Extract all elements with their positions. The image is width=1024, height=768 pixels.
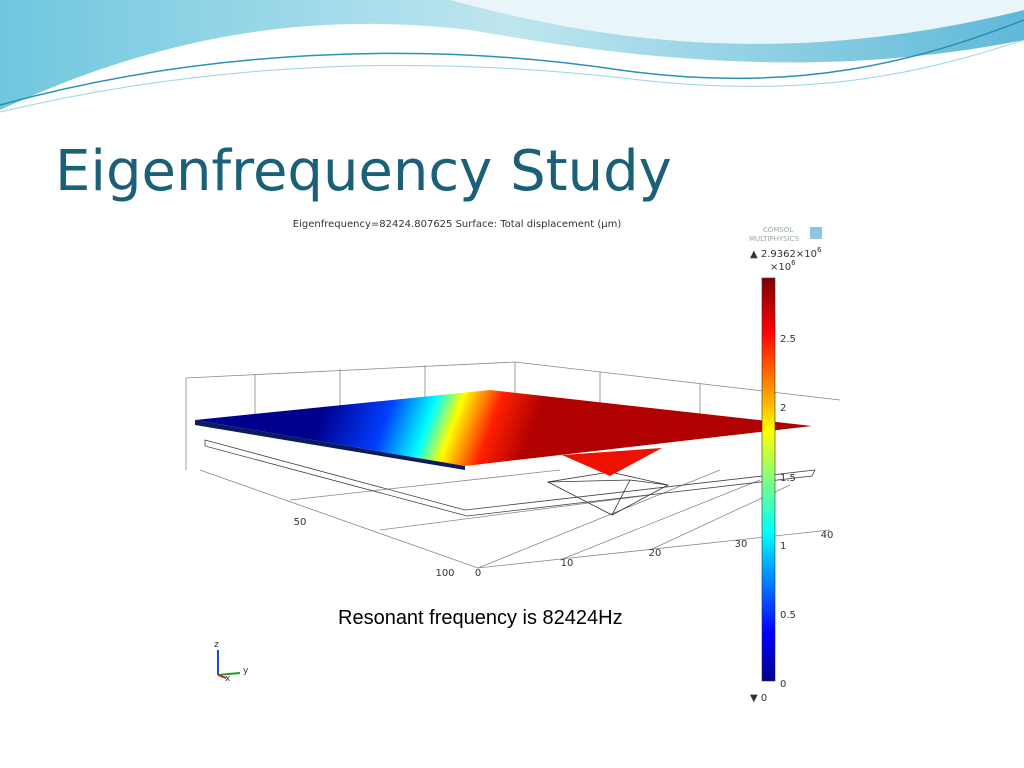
colorbar-tick: 2 xyxy=(780,403,786,414)
colorbar-scale: ×106 xyxy=(770,259,796,273)
axis-label: 20 xyxy=(649,548,662,559)
caption: Resonant frequency is 82424Hz xyxy=(338,607,623,629)
colorbar-tick: 1 xyxy=(780,541,786,552)
axis-labels: 50 100 0 10 20 30 40 xyxy=(294,517,834,579)
colorbar-min: ▼ 0 xyxy=(750,693,767,704)
colorbar-ticks: 2.5 2 1.5 1 0.5 0 xyxy=(780,334,796,690)
triad-label: z xyxy=(214,640,219,650)
plot-area xyxy=(183,213,840,710)
colorbar-scale-exp: 6 xyxy=(791,259,796,267)
logo-cube xyxy=(810,227,822,239)
axis-label: 40 xyxy=(821,530,834,541)
logo-line: MULTIPHYSICS xyxy=(749,235,800,243)
axis-label: 0 xyxy=(475,568,481,579)
colorbar-tick: 1.5 xyxy=(780,473,796,484)
wireframe xyxy=(185,361,841,569)
axis-label: 100 xyxy=(435,568,454,579)
triad-label: y xyxy=(243,666,249,676)
logo: COMSOL MULTIPHYSICS xyxy=(749,226,822,243)
axis-label: 10 xyxy=(561,558,574,569)
logo-line: COMSOL xyxy=(763,226,793,234)
colorbar-tick: 0 xyxy=(780,679,786,690)
plate-edge xyxy=(195,420,465,470)
colorbar-max: ▲ 2.9362×106 xyxy=(750,246,822,260)
axis-label: 30 xyxy=(735,539,748,550)
plate-surface xyxy=(195,390,812,466)
slide-title: Eigenfrequency Study xyxy=(55,139,672,204)
triad-label: x xyxy=(225,674,231,684)
colorbar-tick: 2.5 xyxy=(780,334,796,345)
header-wave xyxy=(0,0,1024,113)
colorbar-scale-base: ×10 xyxy=(770,262,791,273)
colorbar-max-mantissa: ▲ 2.9362×10 xyxy=(750,249,817,260)
deformed-tip xyxy=(562,448,662,476)
axis-label: 50 xyxy=(294,517,307,528)
colorbar xyxy=(761,277,776,682)
colorbar-tick: 0.5 xyxy=(780,610,796,621)
colorbar-max-exp: 6 xyxy=(817,246,822,254)
plot-header: Eigenfrequency=82424.807625 Surface: Tot… xyxy=(293,219,622,230)
axis-triad: z y x xyxy=(214,640,249,684)
